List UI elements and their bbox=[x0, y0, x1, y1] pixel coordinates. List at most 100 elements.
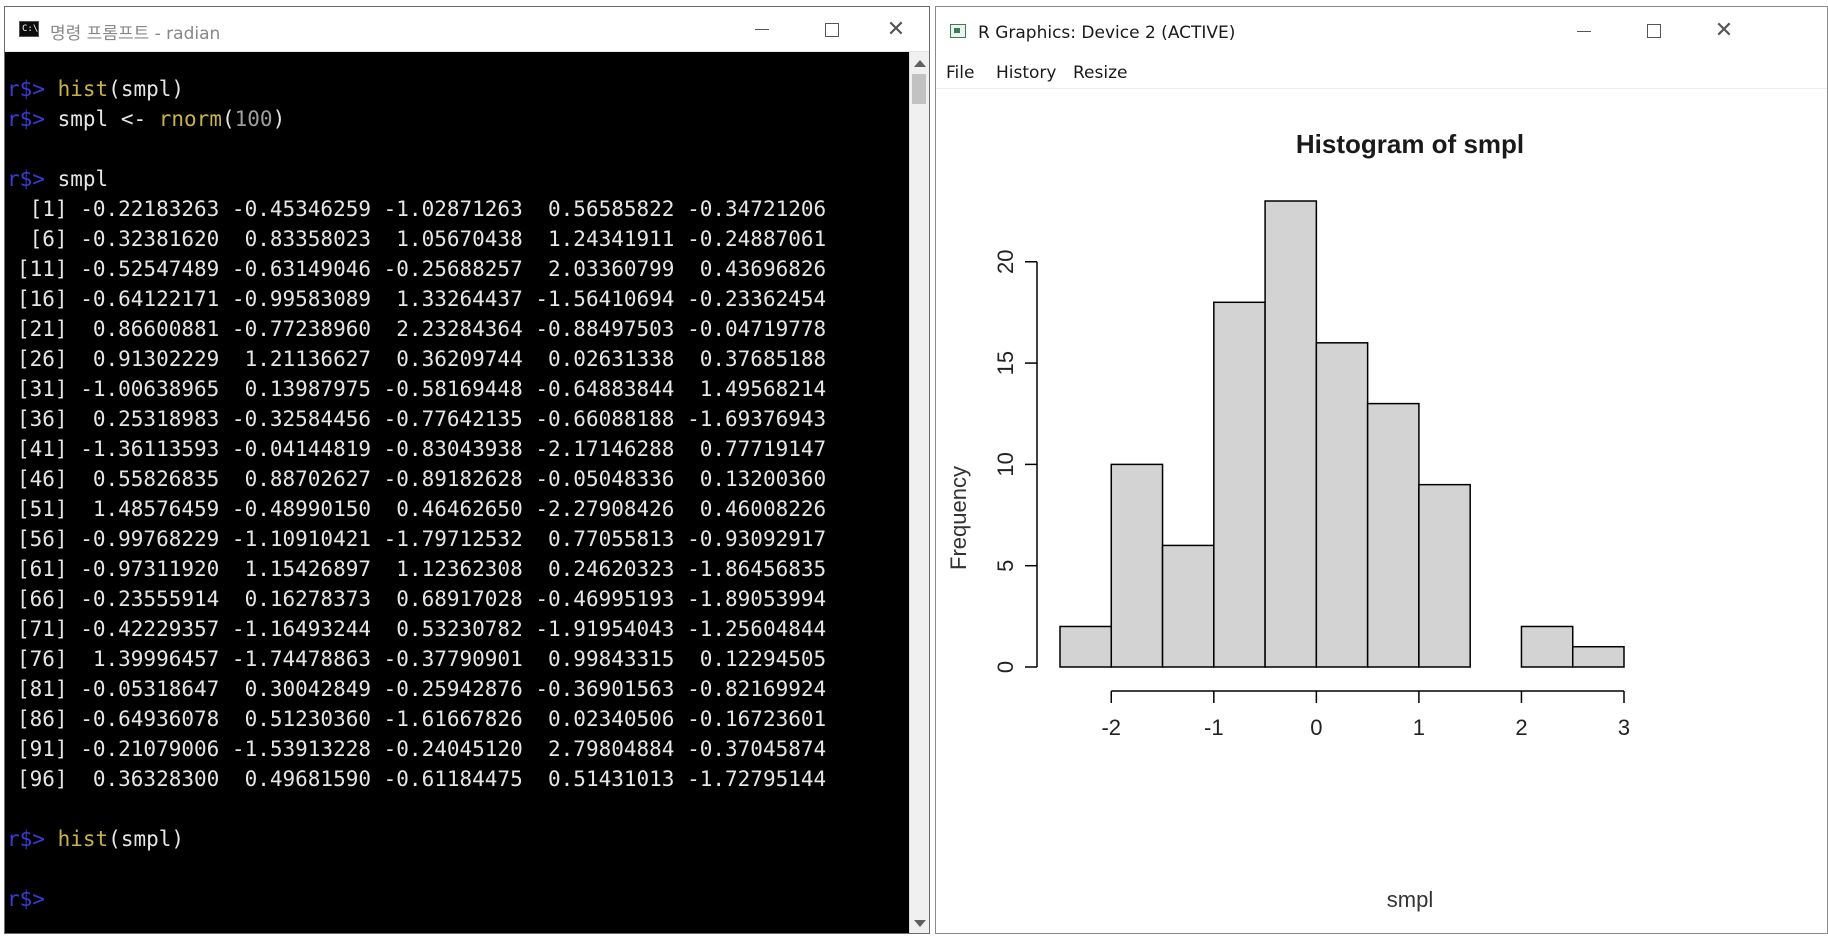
menu-history[interactable]: History bbox=[996, 63, 1057, 83]
graphics-minimize-button[interactable] bbox=[1549, 7, 1619, 55]
histogram-bar bbox=[1418, 483, 1471, 668]
histogram-bar bbox=[1264, 200, 1318, 668]
chart-title: Histogram of smpl bbox=[1296, 129, 1524, 159]
variable-name: smpl bbox=[57, 107, 121, 131]
console-line: [41] -1.36113593 -0.04144819 -0.83043938… bbox=[17, 434, 826, 464]
minimize-icon bbox=[755, 29, 769, 30]
y-tick-label: 10 bbox=[993, 452, 1018, 476]
function-name: rnorm bbox=[158, 107, 222, 131]
console-line: r$> smpl <- rnorm(100) bbox=[7, 104, 285, 134]
graphics-maximize-button[interactable] bbox=[1619, 7, 1689, 55]
console-scrollbar[interactable] bbox=[909, 52, 929, 933]
console-line: [31] -1.00638965 0.13987975 -0.58169448 … bbox=[17, 374, 826, 404]
output-text: [11] -0.52547489 -0.63149046 -0.25688257… bbox=[17, 257, 827, 281]
x-tick-label: 0 bbox=[1310, 715, 1322, 740]
plot-area: -2 -1 0 1 2 3 0 5 10 15 20 Histogram of smpl smpl… bbox=[936, 89, 1827, 933]
console-prompt: r$> bbox=[7, 77, 45, 101]
console-line: r$> smpl bbox=[7, 164, 108, 194]
r-graphics-window: R Graphics: Device 2 (ACTIVE) ✕ File His… bbox=[935, 6, 1828, 934]
scrollbar-thumb[interactable] bbox=[912, 74, 926, 104]
output-text: [16] -0.64122171 -0.99583089 1.33264437 … bbox=[17, 287, 827, 311]
console-line: [26] 0.91302229 1.21136627 0.36209744 0.… bbox=[17, 344, 826, 374]
output-text: [21] 0.86600881 -0.77238960 2.23284364 -… bbox=[17, 317, 827, 341]
console-window: C:\ 명령 프롬프트 - radian ✕ r$> hist(smpl) r$>… bbox=[4, 6, 930, 934]
output-text: [46] 0.55826835 0.88702627 -0.89182628 -… bbox=[17, 467, 827, 491]
y-tick-label: 20 bbox=[993, 250, 1018, 274]
console-minimize-button[interactable] bbox=[727, 7, 797, 52]
console-prompt: r$> bbox=[7, 827, 45, 851]
console-prompt: r$> bbox=[7, 107, 45, 131]
console-line: [56] -0.99768229 -1.10910421 -1.79712532… bbox=[17, 524, 826, 554]
menu-resize[interactable]: Resize bbox=[1073, 63, 1128, 83]
graphics-menubar: File History Resize bbox=[936, 55, 1827, 89]
console-window-title: 명령 프롬프트 - radian bbox=[50, 24, 221, 44]
console-output[interactable]: r$> hist(smpl) r$> smpl <- rnorm(100) r$> … bbox=[5, 52, 911, 933]
histogram-bars bbox=[1059, 200, 1625, 668]
histogram-bar bbox=[1059, 625, 1113, 668]
output-text: [96] 0.36328300 0.49681590 -0.61184475 0… bbox=[17, 767, 827, 791]
close-icon: ✕ bbox=[1714, 18, 1734, 43]
console-line: [46] 0.55826835 0.88702627 -0.89182628 -… bbox=[17, 464, 826, 494]
console-line: r$> bbox=[7, 884, 58, 914]
paren: ( bbox=[221, 107, 235, 131]
console-line: [71] -0.42229357 -1.16493244 0.53230782 … bbox=[17, 614, 826, 644]
x-tick-label: 1 bbox=[1413, 715, 1425, 740]
output-text: [31] -1.00638965 0.13987975 -0.58169448 … bbox=[17, 377, 827, 401]
console-line: [86] -0.64936078 0.51230360 -1.61667826 … bbox=[17, 704, 826, 734]
console-line: [21] 0.86600881 -0.77238960 2.23284364 -… bbox=[17, 314, 826, 344]
console-line: [1] -0.22183263 -0.45346259 -1.02871263 … bbox=[17, 194, 827, 224]
histogram-bar bbox=[1571, 645, 1625, 668]
console-line: [51] 1.48576459 -0.48990150 0.46462650 -… bbox=[17, 494, 826, 524]
function-name: hist bbox=[57, 77, 109, 101]
histogram-bar bbox=[1213, 301, 1266, 668]
x-tick-label: 3 bbox=[1618, 715, 1630, 740]
x-axis: -2 -1 0 1 2 3 bbox=[1101, 690, 1630, 740]
console-line: [76] 1.39996457 -1.74478863 -0.37790901 … bbox=[17, 644, 826, 674]
graphics-close-button[interactable]: ✕ bbox=[1689, 7, 1759, 55]
terminal-icon: C:\ bbox=[19, 21, 39, 37]
graphics-titlebar[interactable]: R Graphics: Device 2 (ACTIVE) ✕ bbox=[936, 7, 1827, 55]
y-axis: 0 5 10 15 20 bbox=[993, 250, 1038, 673]
command-args: (smpl) bbox=[108, 827, 185, 851]
command-text: smpl bbox=[57, 167, 109, 191]
output-text: [6] -0.32381620 0.83358023 1.05670438 1.… bbox=[17, 227, 827, 251]
output-text: [91] -0.21079006 -1.53913228 -0.24045120… bbox=[17, 737, 827, 761]
y-tick-label: 5 bbox=[993, 560, 1018, 572]
console-line: [11] -0.52547489 -0.63149046 -0.25688257… bbox=[17, 254, 826, 284]
output-text: [1] -0.22183263 -0.45346259 -1.02871263 … bbox=[17, 197, 827, 221]
console-line: [81] -0.05318647 0.30042849 -0.25942876 … bbox=[17, 674, 826, 704]
x-tick-label: -2 bbox=[1101, 715, 1121, 740]
console-titlebar[interactable]: C:\ 명령 프롬프트 - radian ✕ bbox=[5, 7, 929, 52]
numeric-literal: 100 bbox=[234, 107, 273, 131]
command-args: (smpl) bbox=[108, 77, 185, 101]
console-prompt: r$> bbox=[7, 887, 45, 911]
histogram-bar bbox=[1161, 544, 1215, 668]
maximize-icon bbox=[825, 22, 839, 37]
console-line: [61] -0.97311920 1.15426897 1.12362308 0… bbox=[17, 554, 826, 584]
console-close-button[interactable]: ✕ bbox=[861, 7, 929, 52]
r-graphics-app-icon bbox=[950, 24, 966, 38]
scroll-up-icon[interactable] bbox=[914, 60, 926, 67]
console-line: [66] -0.23555914 0.16278373 0.68917028 -… bbox=[17, 584, 826, 614]
output-text: [71] -0.42229357 -1.16493244 0.53230782 … bbox=[17, 617, 827, 641]
console-prompt: r$> bbox=[7, 167, 45, 191]
scroll-down-icon[interactable] bbox=[914, 920, 926, 927]
y-tick-label: 0 bbox=[993, 661, 1018, 673]
histogram-chart: -2 -1 0 1 2 3 0 5 10 15 20 Histogram of smpl smpl… bbox=[946, 129, 1630, 912]
histogram-bar bbox=[1315, 342, 1369, 668]
x-axis-label: smpl bbox=[1387, 887, 1433, 912]
output-text: [76] 1.39996457 -1.74478863 -0.37790901 … bbox=[17, 647, 827, 671]
function-name: hist bbox=[57, 827, 109, 851]
y-axis-label: Frequency bbox=[946, 466, 971, 570]
graphics-window-title: R Graphics: Device 2 (ACTIVE) bbox=[978, 23, 1236, 43]
console-line: [91] -0.21079006 -1.53913228 -0.24045120… bbox=[17, 734, 826, 764]
assign-operator: <- bbox=[120, 107, 159, 131]
console-line: [36] 0.25318983 -0.32584456 -0.77642135 … bbox=[17, 404, 826, 434]
output-text: [26] 0.91302229 1.21136627 0.36209744 0.… bbox=[17, 347, 827, 371]
console-maximize-button[interactable] bbox=[797, 7, 867, 52]
maximize-icon bbox=[1647, 24, 1661, 38]
y-tick-label: 15 bbox=[993, 351, 1018, 375]
output-text: [56] -0.99768229 -1.10910421 -1.79712532… bbox=[17, 527, 827, 551]
menu-file[interactable]: File bbox=[946, 63, 975, 83]
console-line: r$> hist(smpl) bbox=[7, 824, 184, 854]
